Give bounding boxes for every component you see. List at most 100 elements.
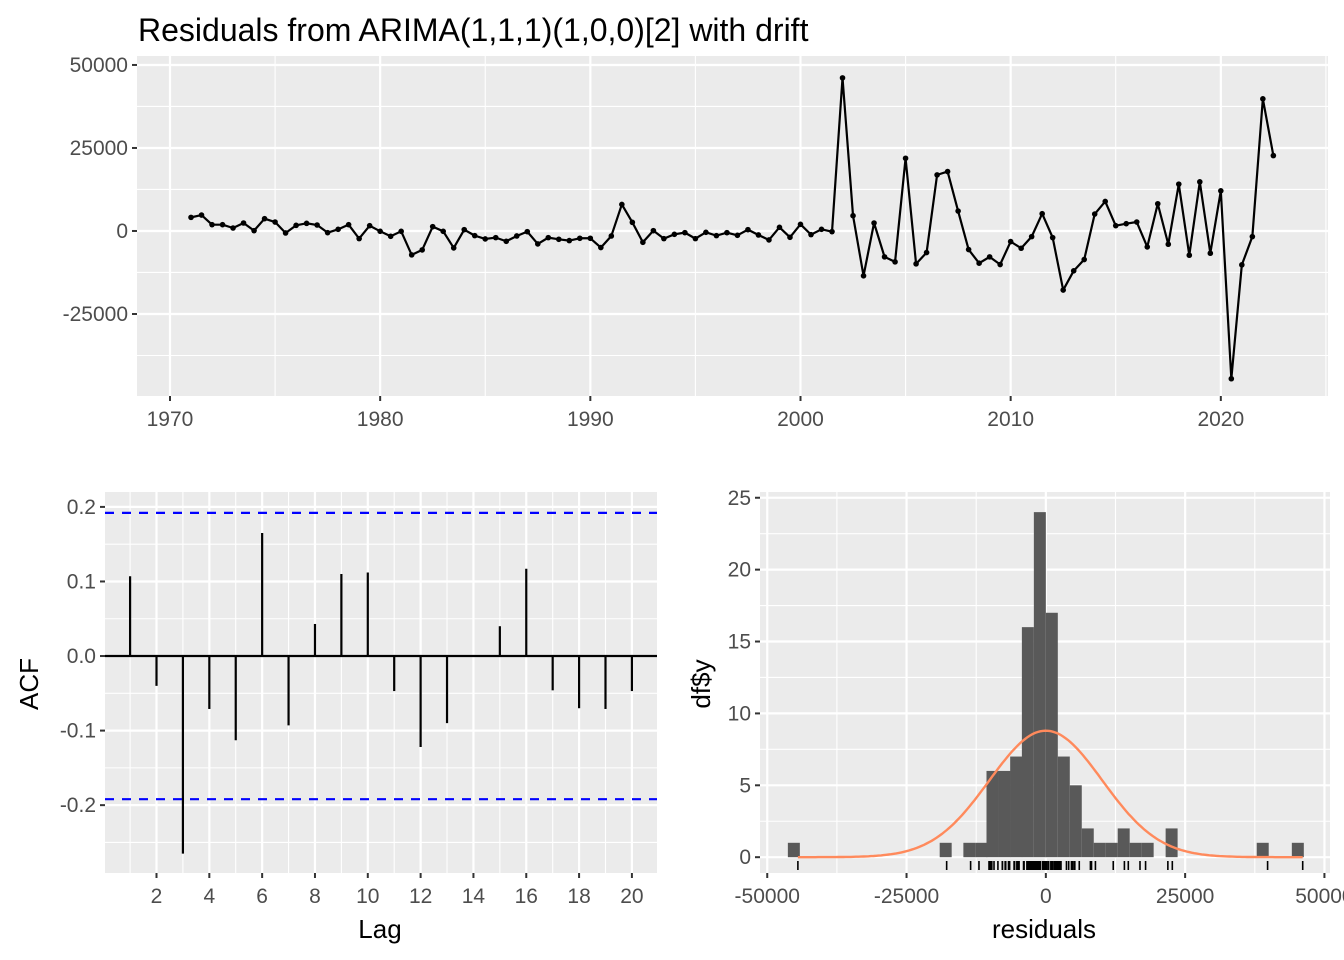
residual-point	[387, 233, 394, 240]
residual-point	[755, 232, 762, 238]
residual-point	[1070, 268, 1077, 274]
residual-point	[1154, 200, 1161, 207]
residual-point	[619, 201, 625, 208]
residual-point	[1196, 179, 1203, 185]
residual-point	[534, 241, 541, 247]
residual-point	[1133, 219, 1140, 225]
residual-point	[839, 75, 846, 81]
residual-point	[703, 229, 709, 236]
residual-point	[545, 234, 552, 241]
residual-point	[513, 233, 520, 239]
residual-point	[881, 254, 888, 260]
acf-x-tick-label: 10	[356, 885, 379, 908]
residual-point	[1165, 241, 1172, 248]
histogram-bar	[975, 842, 988, 858]
residual-point	[913, 261, 919, 267]
residual-point	[1123, 220, 1130, 227]
hist-y-tick-label: 0	[739, 846, 751, 869]
residual-point	[1081, 256, 1088, 263]
residual-point	[314, 222, 320, 228]
ts-y-tick-label: 0	[116, 220, 128, 243]
residual-point	[1207, 250, 1214, 257]
residual-point	[1060, 287, 1066, 293]
ts-x-tick-label: 1990	[567, 408, 614, 431]
residual-point	[219, 221, 226, 228]
residual-point	[555, 236, 562, 243]
residual-point	[671, 231, 678, 238]
residual-point	[1175, 181, 1182, 187]
residual-point	[1144, 244, 1151, 250]
ts-y-tick-label: 50000	[70, 54, 128, 77]
residual-point	[1102, 198, 1109, 205]
histogram-bar	[1033, 512, 1046, 858]
residual-point	[303, 220, 310, 227]
residual-point	[997, 261, 1003, 268]
histogram-bar	[939, 842, 952, 858]
residual-point	[1007, 238, 1014, 245]
hist-x-tick-label: -25000	[874, 885, 939, 908]
hist-y-tick-label: 5	[739, 774, 751, 797]
histogram-bar	[1069, 785, 1082, 858]
residual-point	[787, 234, 793, 241]
residual-point	[1039, 210, 1045, 217]
ts-x-tick-label: 1980	[357, 408, 404, 431]
histogram-bar	[963, 842, 976, 858]
acf-x-tick-label: 4	[203, 885, 215, 908]
residual-point	[1018, 245, 1024, 252]
hist-y-tick-label: 10	[728, 702, 751, 725]
histogram-bar	[1165, 828, 1178, 858]
acf-x-axis-title: Lag	[358, 914, 401, 944]
acf-x-tick-label: 16	[515, 885, 538, 908]
residual-point	[345, 221, 352, 228]
ts-x-tick-label: 1970	[147, 408, 194, 431]
acf-y-tick-label: 0.1	[67, 570, 96, 593]
histogram-bar	[1093, 842, 1106, 858]
residual-point	[934, 172, 940, 178]
residual-point	[366, 222, 373, 229]
normal-density-curve	[797, 729, 1303, 859]
chart-title: Residuals from ARIMA(1,1,1)(1,0,0)[2] wi…	[138, 12, 809, 48]
acf-y-tick-label: -0.1	[60, 720, 96, 743]
residual-point	[566, 237, 573, 244]
residual-point	[1091, 211, 1098, 217]
residual-point	[251, 227, 257, 234]
residual-point	[818, 226, 825, 233]
histogram-bar	[1256, 842, 1269, 858]
residual-point	[293, 222, 299, 229]
residual-point	[965, 246, 972, 253]
hist-y-tick-label: 15	[728, 631, 751, 654]
histogram-bar	[1021, 627, 1034, 858]
hist-y-axis-title: df$y	[686, 659, 716, 708]
hist-x-tick-label: 0	[1040, 885, 1052, 908]
histogram-bar	[1010, 756, 1023, 858]
residual-point	[986, 254, 993, 260]
residual-point	[419, 247, 425, 253]
residual-point	[198, 212, 205, 218]
acf-x-tick-label: 18	[567, 885, 590, 908]
residual-point	[492, 234, 499, 241]
residual-point	[661, 235, 667, 242]
acf-y-tick-label: 0.2	[67, 496, 96, 519]
residual-point	[324, 229, 331, 236]
acf-x-tick-label: 2	[151, 885, 163, 908]
histogram-bar	[1117, 828, 1130, 858]
residual-point	[209, 221, 215, 228]
residual-point	[335, 226, 341, 233]
hist-panel: -50000 -25000 0 25000 50000 0 5 10 15 20 25	[728, 487, 1344, 908]
residual-point	[440, 228, 447, 235]
residual-point	[461, 226, 468, 233]
residual-point	[808, 231, 814, 238]
ts-panel-background	[137, 56, 1328, 396]
residual-point	[766, 237, 772, 243]
residual-point	[482, 236, 489, 242]
residual-point	[240, 220, 247, 226]
residual-point	[871, 220, 877, 226]
residual-point	[356, 235, 362, 242]
residual-point	[682, 229, 688, 236]
residual-point	[745, 226, 751, 233]
ts-y-tick-label: -25000	[63, 303, 128, 326]
acf-y-tick-label: -0.2	[60, 794, 96, 817]
residual-point	[776, 224, 783, 231]
residual-point	[629, 219, 636, 226]
